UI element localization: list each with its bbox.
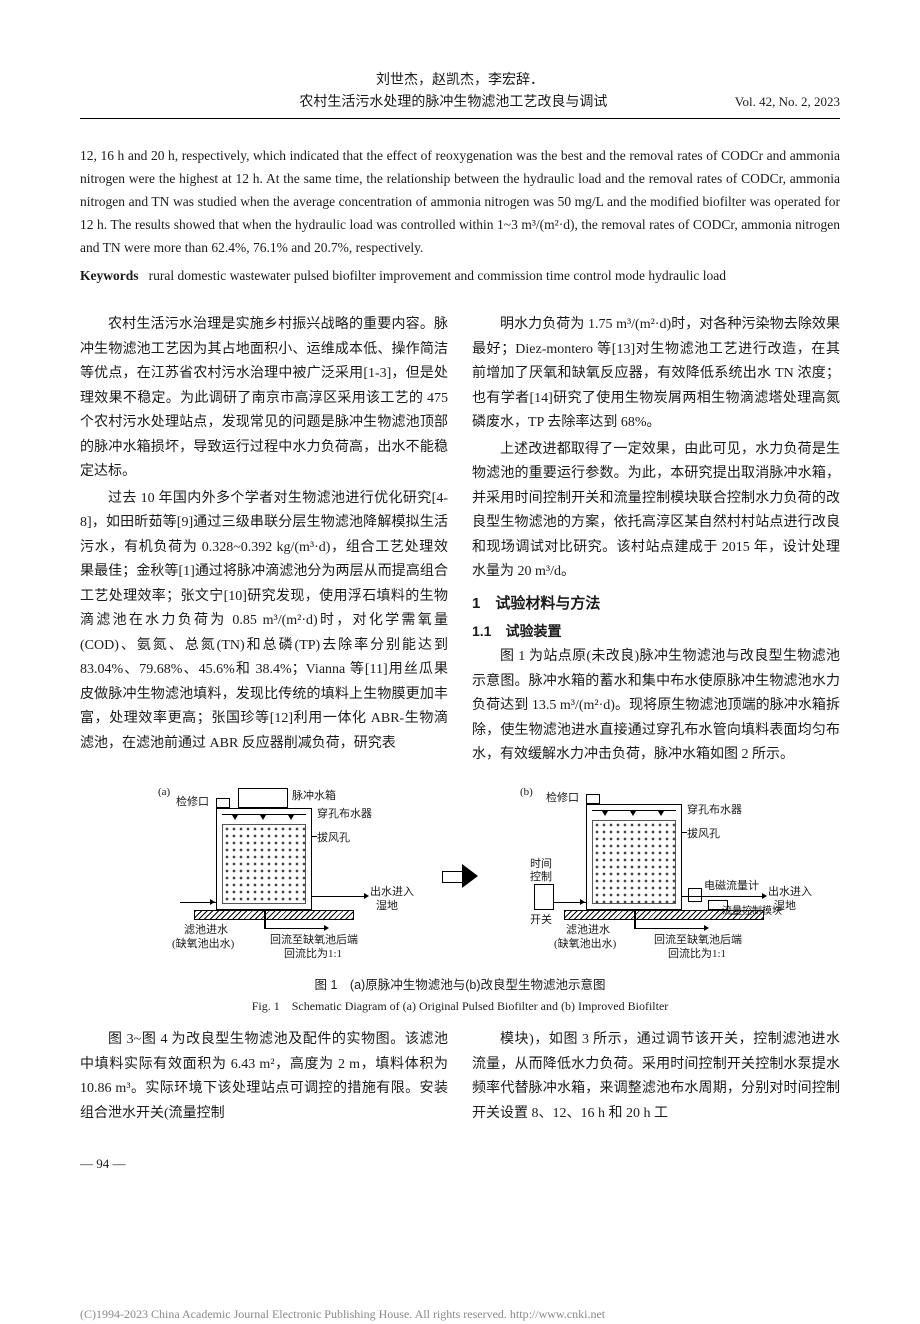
base-hatch-a: [194, 910, 354, 920]
body-columns-lower: 图 3~图 4 为改良型生物滤池及配件的实物图。该滤池中填料实际有效面积为 6.…: [80, 1028, 840, 1128]
body-columns-upper: 农村生活污水治理是实施乡村振兴战略的重要内容。脉冲生物滤池工艺因为其占地面积小、…: [80, 313, 840, 770]
column-left-2: 图 3~图 4 为改良型生物滤池及配件的实物图。该滤池中填料实际有效面积为 6.…: [80, 1028, 448, 1128]
label-outflow-b2: 湿地: [774, 898, 796, 916]
page-number: — 94 —: [80, 1154, 840, 1175]
diagram-b-tag: (b): [520, 784, 533, 802]
label-return-a2: 回流比为1:1: [284, 946, 342, 964]
para-apparatus: 图 1 为站点原(未改良)脉冲生物滤池与改良型生物滤池示意图。脉冲水箱的蓄水和集…: [472, 645, 840, 768]
para-review-1: 明水力负荷为 1.75 m³/(m²·d)时，对各种污染物去除效果最好；Diez…: [472, 313, 840, 436]
figure-1: (a) 脉冲水箱 检修口 穿孔布水器 拔风孔: [80, 784, 840, 1016]
label-return-b2: 回流比为1:1: [668, 946, 726, 964]
header-title-row: 农村生活污水处理的脉冲生物滤池工艺改良与调试 Vol. 42, No. 2, 2…: [80, 92, 840, 118]
label-vent-b: 拔风孔: [687, 826, 720, 844]
transition-arrow: [442, 862, 478, 890]
header-volume: Vol. 42, No. 2, 2023: [717, 92, 840, 113]
label-time3: 开关: [530, 912, 552, 930]
packing-a: [222, 824, 306, 904]
diagram-a-tag: (a): [158, 784, 170, 802]
label-vent-a: 拔风孔: [317, 830, 350, 848]
keywords-text: rural domestic wastewater pulsed biofilt…: [149, 268, 726, 283]
para-review-2: 上述改进都取得了一定效果，由此可见，水力负荷是生物滤池的重要运行参数。为此，本研…: [472, 438, 840, 585]
label-flowmeter: 电磁流量计: [704, 878, 759, 896]
label-inflow-a2: (缺氧池出水): [172, 936, 234, 954]
label-distributor-a: 穿孔布水器: [317, 806, 372, 824]
page: 刘世杰，赵凯杰，李宏辞． 农村生活污水处理的脉冲生物滤池工艺改良与调试 Vol.…: [0, 0, 920, 1235]
figure-1-caption-en: Fig. 1 Schematic Diagram of (a) Original…: [80, 997, 840, 1016]
column-left: 农村生活污水治理是实施乡村振兴战略的重要内容。脉冲生物滤池工艺因为其占地面积小、…: [80, 313, 448, 770]
diagram-b: (b) 检修口 穿孔布水器 拔风孔 时间: [490, 784, 800, 969]
column-right: 明水力负荷为 1.75 m³/(m²·d)时，对各种污染物去除效果最好；Diez…: [472, 313, 840, 770]
pulse-tank: [238, 788, 288, 808]
column-right-2: 模块)，如图 3 所示，通过调节该开关，控制滤池进水流量，从而降低水力负荷。采用…: [472, 1028, 840, 1128]
header-title: 农村生活污水处理的脉冲生物滤池工艺改良与调试: [190, 92, 717, 114]
section-1-1-heading: 1.1 试验装置: [472, 619, 840, 644]
para-intro-2: 过去 10 年国内外多个学者对生物滤池进行优化研究[4-8]，如田昕茹等[9]通…: [80, 487, 448, 757]
label-inspection: 检修口: [176, 794, 209, 812]
para-intro-1: 农村生活污水治理是实施乡村振兴战略的重要内容。脉冲生物滤池工艺因为其占地面积小、…: [80, 313, 448, 485]
abstract-english: 12, 16 h and 20 h, respectively, which i…: [80, 145, 840, 260]
label-distributor-b: 穿孔布水器: [687, 802, 742, 820]
keywords-label: Keywords: [80, 268, 139, 283]
header-authors: 刘世杰，赵凯杰，李宏辞．: [80, 70, 840, 92]
label-inspection-b: 检修口: [546, 790, 579, 808]
footer-copyright: (C)1994-2023 China Academic Journal Elec…: [0, 1305, 920, 1324]
running-header: 刘世杰，赵凯杰，李宏辞． 农村生活污水处理的脉冲生物滤池工艺改良与调试 Vol.…: [80, 70, 840, 119]
para-fig-desc-left: 图 3~图 4 为改良型生物滤池及配件的实物图。该滤池中填料实际有效面积为 6.…: [80, 1028, 448, 1126]
figure-1-caption-cn: 图 1 (a)原脉冲生物滤池与(b)改良型生物滤池示意图: [80, 975, 840, 995]
inspection-port: [216, 798, 230, 808]
label-inflow-b2: (缺氧池出水): [554, 936, 616, 954]
label-time2: 控制: [530, 869, 552, 887]
label-pulse-tank: 脉冲水箱: [292, 788, 336, 806]
label-flowmodule: 流量控制模块: [722, 904, 782, 920]
label-outflow-a2: 湿地: [376, 898, 398, 916]
section-1-heading: 1 试验材料与方法: [472, 591, 840, 617]
flow-meter: [688, 888, 702, 902]
inspection-port-b: [586, 794, 600, 804]
time-switch: [534, 884, 554, 910]
figure-1-row: (a) 脉冲水箱 检修口 穿孔布水器 拔风孔: [80, 784, 840, 969]
para-fig-desc-right: 模块)，如图 3 所示，通过调节该开关，控制滤池进水流量，从而降低水力负荷。采用…: [472, 1028, 840, 1126]
packing-b: [592, 820, 676, 904]
keywords-english: Keywords rural domestic wastewater pulse…: [80, 265, 840, 287]
diagram-a: (a) 脉冲水箱 检修口 穿孔布水器 拔风孔: [120, 784, 430, 969]
